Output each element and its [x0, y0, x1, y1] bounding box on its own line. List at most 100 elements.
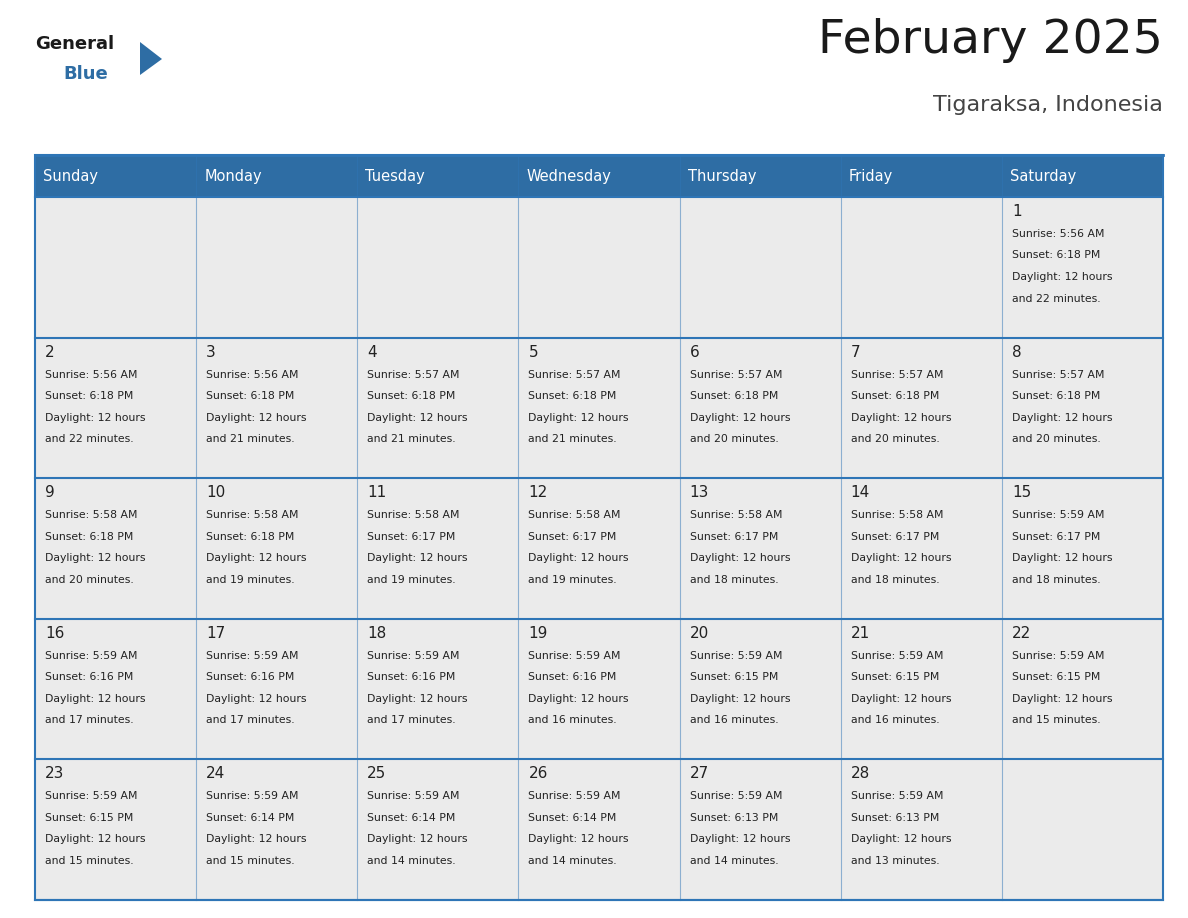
Bar: [680, 478, 841, 619]
Text: Daylight: 12 hours: Daylight: 12 hours: [207, 554, 307, 564]
Text: and 19 minutes.: and 19 minutes.: [529, 575, 617, 585]
Text: and 14 minutes.: and 14 minutes.: [367, 856, 456, 866]
Text: 17: 17: [207, 626, 226, 641]
Bar: [358, 338, 518, 478]
Text: Saturday: Saturday: [1010, 169, 1076, 184]
Bar: [680, 338, 841, 478]
Text: Daylight: 12 hours: Daylight: 12 hours: [851, 412, 952, 422]
Text: Sunset: 6:15 PM: Sunset: 6:15 PM: [45, 813, 133, 823]
Bar: [196, 338, 358, 478]
Bar: [1001, 197, 1163, 338]
Text: Sunset: 6:14 PM: Sunset: 6:14 PM: [367, 813, 456, 823]
Text: 1: 1: [1012, 204, 1022, 219]
Text: Blue: Blue: [63, 65, 108, 83]
Text: 9: 9: [45, 486, 55, 500]
Text: Monday: Monday: [204, 169, 261, 184]
Text: Daylight: 12 hours: Daylight: 12 hours: [207, 834, 307, 845]
Text: Daylight: 12 hours: Daylight: 12 hours: [851, 554, 952, 564]
Text: Daylight: 12 hours: Daylight: 12 hours: [367, 554, 468, 564]
Bar: [34, 619, 196, 759]
Text: 4: 4: [367, 344, 377, 360]
Text: Daylight: 12 hours: Daylight: 12 hours: [45, 834, 145, 845]
Bar: [1001, 338, 1163, 478]
Text: Sunset: 6:17 PM: Sunset: 6:17 PM: [529, 532, 617, 542]
Text: 6: 6: [689, 344, 700, 360]
Text: 24: 24: [207, 767, 226, 781]
Text: Sunset: 6:13 PM: Sunset: 6:13 PM: [851, 813, 939, 823]
Text: 25: 25: [367, 767, 386, 781]
Bar: [358, 478, 518, 619]
Text: 3: 3: [207, 344, 216, 360]
Bar: [518, 478, 680, 619]
Text: 20: 20: [689, 626, 709, 641]
Text: and 20 minutes.: and 20 minutes.: [851, 434, 940, 444]
Text: Sunrise: 5:57 AM: Sunrise: 5:57 AM: [367, 370, 460, 380]
Text: Sunrise: 5:58 AM: Sunrise: 5:58 AM: [45, 510, 138, 521]
Text: Daylight: 12 hours: Daylight: 12 hours: [851, 834, 952, 845]
Text: Sunrise: 5:59 AM: Sunrise: 5:59 AM: [207, 651, 298, 661]
Text: Sunset: 6:15 PM: Sunset: 6:15 PM: [689, 672, 778, 682]
Text: Sunrise: 5:59 AM: Sunrise: 5:59 AM: [367, 651, 460, 661]
Bar: [1001, 155, 1163, 197]
Text: Wednesday: Wednesday: [526, 169, 612, 184]
Bar: [34, 155, 1163, 900]
Text: Sunrise: 5:59 AM: Sunrise: 5:59 AM: [367, 791, 460, 801]
Text: Daylight: 12 hours: Daylight: 12 hours: [1012, 272, 1112, 282]
Bar: [1001, 478, 1163, 619]
Text: Daylight: 12 hours: Daylight: 12 hours: [367, 694, 468, 704]
Text: and 15 minutes.: and 15 minutes.: [45, 856, 133, 866]
Bar: [841, 478, 1001, 619]
Bar: [196, 197, 358, 338]
Text: Thursday: Thursday: [688, 169, 756, 184]
Bar: [841, 759, 1001, 900]
Bar: [1001, 759, 1163, 900]
Text: Sunrise: 5:58 AM: Sunrise: 5:58 AM: [851, 510, 943, 521]
Text: Daylight: 12 hours: Daylight: 12 hours: [367, 834, 468, 845]
Text: and 22 minutes.: and 22 minutes.: [45, 434, 133, 444]
Bar: [358, 197, 518, 338]
Text: Daylight: 12 hours: Daylight: 12 hours: [367, 412, 468, 422]
Text: Daylight: 12 hours: Daylight: 12 hours: [689, 554, 790, 564]
Text: and 17 minutes.: and 17 minutes.: [367, 715, 456, 725]
Text: Sunset: 6:16 PM: Sunset: 6:16 PM: [207, 672, 295, 682]
Bar: [841, 338, 1001, 478]
Text: and 22 minutes.: and 22 minutes.: [1012, 294, 1100, 304]
Text: 18: 18: [367, 626, 386, 641]
Text: 5: 5: [529, 344, 538, 360]
Text: 26: 26: [529, 767, 548, 781]
Text: Sunset: 6:17 PM: Sunset: 6:17 PM: [851, 532, 939, 542]
Bar: [680, 619, 841, 759]
Text: 22: 22: [1012, 626, 1031, 641]
Text: 13: 13: [689, 486, 709, 500]
Text: Daylight: 12 hours: Daylight: 12 hours: [529, 554, 628, 564]
Bar: [518, 197, 680, 338]
Text: and 20 minutes.: and 20 minutes.: [689, 434, 778, 444]
Bar: [518, 619, 680, 759]
Text: Sunset: 6:17 PM: Sunset: 6:17 PM: [367, 532, 456, 542]
Bar: [680, 197, 841, 338]
Text: and 18 minutes.: and 18 minutes.: [689, 575, 778, 585]
Text: Sunrise: 5:58 AM: Sunrise: 5:58 AM: [367, 510, 460, 521]
Text: Daylight: 12 hours: Daylight: 12 hours: [689, 694, 790, 704]
Text: 21: 21: [851, 626, 870, 641]
Text: Daylight: 12 hours: Daylight: 12 hours: [45, 554, 145, 564]
Text: Daylight: 12 hours: Daylight: 12 hours: [689, 834, 790, 845]
Text: and 16 minutes.: and 16 minutes.: [529, 715, 617, 725]
Text: Sunset: 6:18 PM: Sunset: 6:18 PM: [689, 391, 778, 401]
Text: Sunset: 6:18 PM: Sunset: 6:18 PM: [367, 391, 456, 401]
Text: Sunrise: 5:59 AM: Sunrise: 5:59 AM: [851, 791, 943, 801]
Text: and 21 minutes.: and 21 minutes.: [367, 434, 456, 444]
Text: and 19 minutes.: and 19 minutes.: [367, 575, 456, 585]
Text: and 18 minutes.: and 18 minutes.: [1012, 575, 1100, 585]
Text: Sunset: 6:17 PM: Sunset: 6:17 PM: [689, 532, 778, 542]
Text: Sunrise: 5:59 AM: Sunrise: 5:59 AM: [529, 791, 621, 801]
Bar: [34, 759, 196, 900]
Text: Sunset: 6:17 PM: Sunset: 6:17 PM: [1012, 532, 1100, 542]
Text: Sunset: 6:18 PM: Sunset: 6:18 PM: [1012, 391, 1100, 401]
Text: 28: 28: [851, 767, 870, 781]
Text: Tigaraksa, Indonesia: Tigaraksa, Indonesia: [933, 95, 1163, 115]
Text: Sunrise: 5:56 AM: Sunrise: 5:56 AM: [207, 370, 298, 380]
Text: and 13 minutes.: and 13 minutes.: [851, 856, 940, 866]
Text: Sunset: 6:13 PM: Sunset: 6:13 PM: [689, 813, 778, 823]
Text: Sunset: 6:14 PM: Sunset: 6:14 PM: [207, 813, 295, 823]
